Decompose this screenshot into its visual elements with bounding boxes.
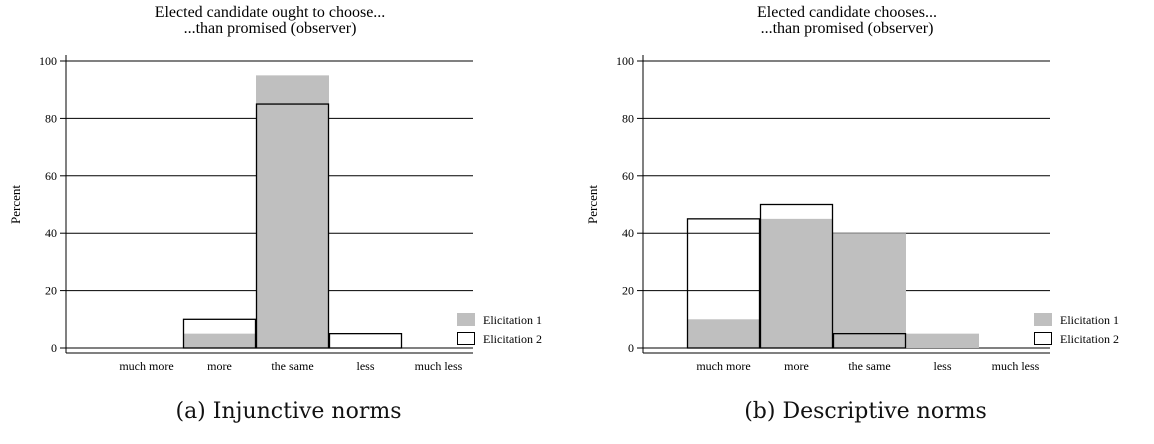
bar-elicitation-1 (760, 218, 833, 348)
y-axis-label: Percent (585, 185, 600, 224)
y-axis-label: Percent (8, 185, 23, 224)
bar-elicitation-1 (183, 333, 256, 348)
chart-panel-injunctive: Elected candidate ought to choose... ...t… (8, 4, 542, 424)
chart-title-line: ...than promised (observer) (184, 20, 357, 37)
legend-label-elicitation-1: Elicitation 1 (483, 313, 542, 327)
chart-title-line: ...than promised (observer) (761, 20, 934, 37)
x-tick-label: less (357, 359, 375, 373)
bar-elicitation-2 (832, 332, 907, 349)
chart-panel-descriptive: Elected candidate chooses... ...than prom… (577, 0, 1154, 444)
y-tick-label: 20 (622, 284, 634, 298)
legend-swatch-elicitation-2 (457, 332, 475, 345)
chart-title-line: Elected candidate chooses... (757, 4, 937, 21)
y-tick-label: 60 (622, 169, 634, 183)
x-tick-label: less (934, 359, 952, 373)
y-tick-label: 0 (51, 341, 57, 355)
caption-descriptive: (b) Descriptive norms (744, 399, 987, 424)
x-tick-label: the same (848, 359, 890, 373)
bar-elicitation-1 (256, 75, 329, 348)
bar-elicitation-2 (328, 332, 403, 349)
y-tick-label: 100 (616, 54, 634, 68)
bar-chart-injunctive: Elected candidate ought to choose......t… (8, 4, 542, 373)
y-tick-label: 80 (622, 111, 634, 125)
legend-swatch-elicitation-2 (1034, 332, 1052, 345)
bar-elicitation-2 (686, 218, 761, 349)
y-tick-label: 40 (45, 226, 57, 240)
y-tick-label: 0 (628, 341, 634, 355)
legend-label-elicitation-2: Elicitation 2 (483, 332, 542, 346)
bar-elicitation-1 (833, 233, 906, 348)
caption-injunctive: (a) Injunctive norms (175, 399, 402, 424)
y-tick-label: 40 (622, 226, 634, 240)
y-tick-label: 20 (45, 284, 57, 298)
x-tick-label: much more (119, 359, 173, 373)
bar-elicitation-2 (182, 318, 257, 349)
legend-swatch-elicitation-1 (1034, 313, 1052, 326)
x-tick-label: much less (415, 359, 463, 373)
legend-label-elicitation-1: Elicitation 1 (1060, 313, 1119, 327)
bar-elicitation-1 (687, 319, 760, 348)
x-tick-label: much less (992, 359, 1040, 373)
x-tick-label: much more (696, 359, 750, 373)
bar-elicitation-2 (759, 203, 834, 349)
y-tick-label: 60 (45, 169, 57, 183)
y-tick-label: 80 (45, 111, 57, 125)
bar-chart-descriptive: Elected candidate chooses......than prom… (585, 4, 1119, 373)
x-tick-label: more (207, 359, 232, 373)
x-tick-label: more (784, 359, 809, 373)
y-tick-label: 100 (39, 54, 57, 68)
legend-swatch-elicitation-1 (457, 313, 475, 326)
x-tick-label: the same (271, 359, 313, 373)
chart-title-line: Elected candidate ought to choose... (155, 4, 386, 21)
legend-label-elicitation-2: Elicitation 2 (1060, 332, 1119, 346)
bar-elicitation-1 (906, 333, 979, 348)
bar-elicitation-2 (255, 103, 330, 349)
